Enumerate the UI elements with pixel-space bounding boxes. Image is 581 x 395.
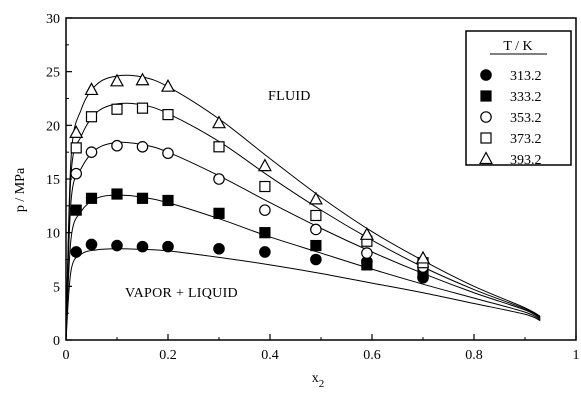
data-point-open-triangle	[257, 158, 272, 172]
data-point-open-triangle	[415, 250, 431, 264]
data-point-filled-circle	[136, 240, 149, 253]
data-markers	[69, 72, 431, 284]
model-curve-393.2	[65, 74, 541, 341]
legend-label: 333.2	[510, 90, 542, 105]
y-tick-label: 10	[46, 227, 60, 242]
data-point-filled-circle	[111, 239, 123, 252]
data-point-filled-square	[85, 192, 98, 204]
x-tick-label: 0.4	[261, 348, 279, 363]
data-point-open-circle	[85, 146, 98, 158]
legend: T / K 313.2 333.2 353.2 373.2 393.2	[465, 30, 572, 168]
data-point-open-triangle	[359, 227, 374, 240]
data-point-open-square	[162, 108, 174, 121]
legend-marker-filled-circle	[480, 69, 492, 81]
legend-marker-open-circle	[480, 111, 492, 123]
region-label-vapor-liquid: VAPOR + LIQUID	[125, 286, 238, 301]
data-point-filled-square	[310, 239, 322, 252]
legend-label: 373.2	[510, 132, 542, 147]
data-point-open-triangle	[69, 125, 84, 138]
x-tick-label: 0	[63, 348, 70, 363]
y-tick-label: 5	[53, 280, 60, 295]
legend-label: 353.2	[510, 111, 542, 126]
data-point-filled-square	[111, 188, 123, 200]
y-tick-label: 20	[46, 119, 60, 134]
legend-label: 313.2	[510, 69, 542, 84]
y-tick-label: 30	[46, 12, 60, 27]
y-tick-label: 25	[46, 66, 60, 81]
data-point-open-circle	[213, 173, 225, 185]
data-point-filled-circle	[70, 246, 82, 258]
data-point-open-circle	[111, 139, 123, 152]
y-axis-title: p / MPa	[13, 167, 28, 212]
x-tick-label: 1	[573, 348, 580, 363]
data-point-open-square	[310, 209, 322, 222]
y-tick-label: 0	[53, 334, 60, 349]
x-tick-label: 0.2	[159, 348, 177, 363]
data-point-open-square	[213, 141, 225, 153]
x-tick-label: 0.8	[465, 348, 483, 363]
data-point-filled-circle	[213, 242, 225, 255]
x-axis-title-subscript: 2	[319, 378, 325, 390]
x-tick-label: 0.6	[363, 348, 381, 363]
data-point-open-triangle	[160, 78, 176, 92]
data-point-open-circle	[162, 147, 174, 160]
legend-marker-filled-square	[480, 90, 492, 102]
data-point-open-square	[70, 142, 82, 154]
data-point-open-triangle	[211, 115, 227, 129]
data-point-filled-circle	[259, 246, 271, 258]
data-point-open-triangle	[135, 72, 150, 86]
data-point-open-triangle	[84, 82, 99, 96]
x-axis-title: x2	[312, 371, 325, 390]
data-point-filled-square	[70, 204, 82, 216]
data-point-open-circle	[136, 141, 149, 153]
model-curve-353.2	[65, 141, 541, 341]
y-tick-label: 15	[46, 173, 60, 188]
data-point-open-square	[136, 102, 149, 114]
data-point-open-square	[259, 180, 271, 193]
data-point-filled-square	[136, 192, 149, 204]
data-point-open-circle	[361, 247, 373, 259]
legend-label: 393.2	[510, 153, 542, 168]
data-point-filled-square	[162, 194, 174, 207]
legend-marker-open-square	[480, 132, 492, 144]
data-point-open-circle	[259, 204, 271, 216]
data-point-filled-circle	[85, 238, 98, 251]
legend-marker-open-triangle	[478, 151, 494, 165]
data-point-open-square	[85, 111, 98, 123]
legend-title: T / K	[503, 39, 532, 54]
data-point-open-triangle	[109, 73, 125, 87]
data-point-filled-square	[259, 227, 271, 239]
data-point-filled-circle	[310, 253, 322, 266]
data-point-open-circle	[310, 223, 322, 236]
region-label-fluid: FLUID	[268, 89, 311, 104]
x-axis-title-main: x	[312, 371, 319, 386]
model-curve-313.2	[65, 248, 541, 341]
data-point-open-triangle	[308, 191, 323, 205]
data-point-filled-square	[361, 259, 373, 271]
data-point-open-square	[111, 103, 123, 115]
legend-items: 313.2 333.2 353.2 373.2 393.2	[478, 69, 542, 168]
data-point-open-circle	[70, 167, 82, 180]
data-point-filled-square	[213, 207, 225, 219]
data-point-filled-circle	[162, 240, 174, 253]
